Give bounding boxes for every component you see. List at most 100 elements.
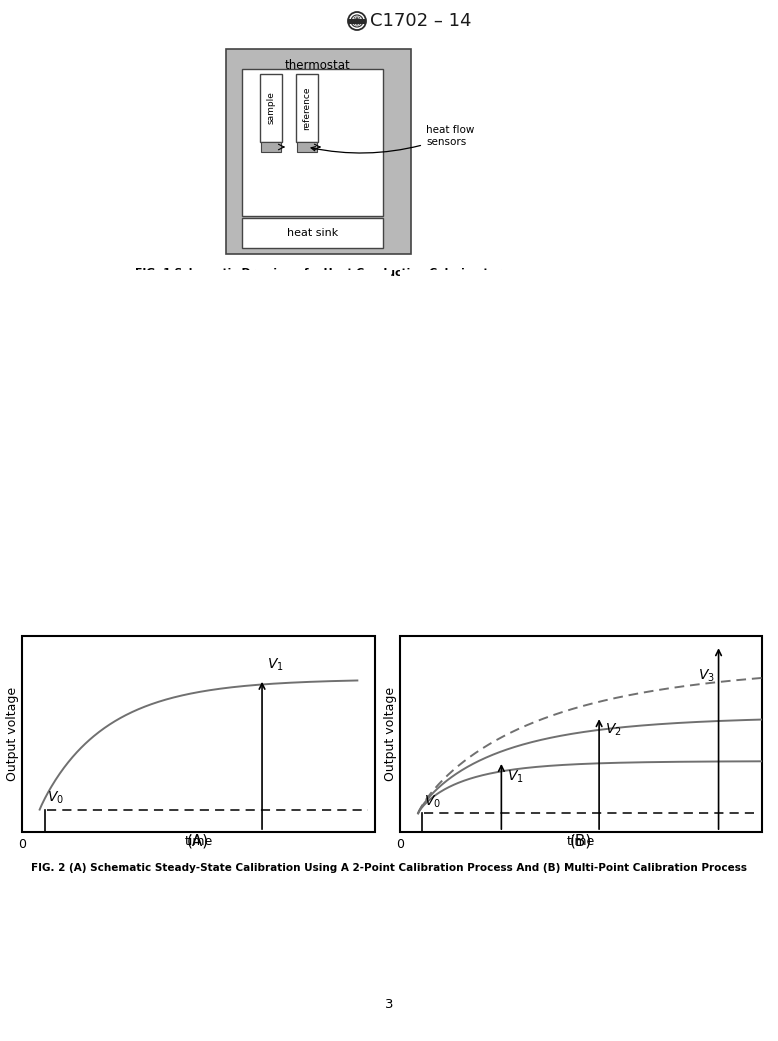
Bar [348,19,366,24]
Text: with known heat of hydration as described in: with known heat of hydration as describe… [402,400,634,409]
Text: amount of data, to have the flexibility to adjust the reading: amount of data, to have the flexibility … [38,383,340,393]
X-axis label: time: time [567,835,595,847]
Text: interval to longer times when power output from the sample is: interval to longer times when power outp… [38,395,356,405]
Text: mV) when no heat is being generated.: mV) when no heat is being generated. [402,445,596,455]
Text: brate the instrument according to the following procedure.: brate the instrument according to the fo… [402,331,699,341]
Text: –The instrument shall maintain: –The instrument shall maintain [145,275,303,285]
Text: 7. Instrument Calibration: 7. Instrument Calibration [38,481,187,490]
Text: cementitious materials may have instrument specific calibra-: cementitious materials may have instrume… [402,275,713,285]
Bar [242,218,383,248]
Y-axis label: Output voltage: Output voltage [6,687,19,781]
Text: (B): (B) [569,834,592,849]
Text: number. The practice of using a test cell and a reference cell usually results: number. The practice of using a test cel… [402,508,763,516]
Text: temperature.: temperature. [38,298,104,307]
Text: their respective measuring cells and start data collection. This: their respective measuring cells and sta… [402,422,719,432]
Text: tion procedures. Conform to these procedures if they exist. In: tion procedures. Conform to these proced… [402,286,714,297]
Text: value (drift ≤ 20 μJ/s per gram sample per hour).: value (drift ≤ 20 μJ/s per gram sample p… [402,467,650,477]
Text: Appendix X1: Appendix X1 [563,400,627,409]
Text: Alternatively use a generic: Alternatively use a generic [527,354,667,364]
Text: $V_0$: $V_0$ [47,789,64,806]
Text: step measures the baseline calorimeter output (in units of V or: step measures the baseline calorimeter o… [402,433,721,443]
Text: sition equipment shall be capable of performing continuous: sition equipment shall be capable of per… [38,350,340,359]
Text: $V_1$: $V_1$ [268,657,284,674]
Text: illustrated schematically in Fig. 2 Alternatively use a generic: illustrated schematically in Fig. 2 Alte… [402,354,709,364]
Text: temperature.: temperature. [38,298,104,307]
Text: , and calculations in: , and calculations in [552,309,654,319]
Text: logging of the calorimeter output measurement at a minimum: logging of the calorimeter output measur… [38,361,354,371]
Text: 7.1.1.1 Measure this baseline when it reaches a constant: 7.1.1.1 Measure this baseline when it re… [402,456,702,465]
Text: .: . [602,400,606,409]
Text: use a generic calibration procedure for a cementitious material: use a generic calibration procedure for … [402,388,723,398]
Text: time interval of 10 s. It is useful, for purposes of reducing: time interval of 10 s. It is useful, for… [38,373,330,382]
Text: with an accuracy of 1 %, or comparable capabilities to condi-: with an accuracy of 1 %, or comparable c… [38,440,348,450]
Bar [296,74,318,142]
Text: NOTE 4—V₀ may not be zero voltage, but may be a positive or negative: NOTE 4—V₀ may not be zero voltage, but m… [402,497,743,506]
Text: heat flow
sensors: heat flow sensors [311,125,475,153]
Text: 7.1.1 Mount the resistance heater and the blank specimen in: 7.1.1 Mount the resistance heater and th… [402,410,721,421]
Text: 7.1: 7.1 [38,499,67,509]
Text: low. Some data acquisition equipment is designed to automati-: low. Some data acquisition equipment is … [38,406,359,416]
Text: brate the instrument according to the following procedure.: brate the instrument according to the fo… [402,331,699,341]
Bar [260,74,282,142]
Text: . Alternatively,: . Alternatively, [563,377,637,386]
Bar [261,142,281,152]
Text: 7.1.1.2 Record this output as V₀ for P₀ = 0 (see Note 4).: 7.1.1.2 Record this output as V₀ for P₀ … [402,479,694,488]
Text: 6.2.3: 6.2.3 [38,275,77,285]
Text: 7.1.2.1: 7.1.2.1 [481,309,516,319]
Text: , and: , and [506,309,534,319]
Text: cally adjust reading intervals in response to power output. The: cally adjust reading intervals in respon… [38,417,356,428]
Text: step measures the baseline calorimeter output (in units of V or: step measures the baseline calorimeter o… [402,433,721,443]
Text: 7.1 Instrument Calibration–Commercially manufactured: 7.1 Instrument Calibration–Commercially … [38,499,330,509]
Text: instruments designed for measuring heat of hydration of: instruments designed for measuring heat … [38,510,326,520]
Text: sition equipment shall be capable of performing continuous: sition equipment shall be capable of per… [38,350,340,359]
Text: the temperature of the sample to within 1 K of the thermostated: the temperature of the sample to within … [38,286,366,297]
Text: mV) when no heat is being generated.: mV) when no heat is being generated. [402,445,596,455]
Text: Data Acquisition Equipment: Data Acquisition Equipment [63,315,205,326]
Text: 6.3 Data Acquisition Equipment–Data acquisition equip-: 6.3 Data Acquisition Equipment–Data acqu… [38,315,331,326]
Text: with an accuracy of 1 %, or comparable capabilities to condi-: with an accuracy of 1 %, or comparable c… [38,440,348,450]
Text: Instrument Calibration: Instrument Calibration [63,499,177,509]
Text: $V_1$: $V_1$ [506,768,524,785]
Bar [226,49,411,254]
Text: 0: 0 [396,838,405,850]
Bar [400,636,762,832]
Text: $V_2$: $V_2$ [605,721,622,738]
Text: the temperature of the sample to within 1 K of the thermostated: the temperature of the sample to within … [38,286,366,297]
Text: 7.1.1.2 Record this output as V₀ for P₀ = 0 (see: 7.1.1.2 Record this output as V₀ for P₀ … [402,479,653,488]
Text: low. Some data acquisition equipment is designed to automati-: low. Some data acquisition equipment is … [38,406,359,416]
Text: cally adjust reading intervals in response to power output. The: cally adjust reading intervals in respon… [38,417,356,428]
Text: Calibration shall be at least a two-point process. This is: Calibration shall be at least a two-poin… [402,342,684,353]
Text: logging of the calorimeter output measurement at a minimum: logging of the calorimeter output measur… [38,361,354,371]
Text: sample: sample [267,92,275,125]
Text: addition, the instrument shall be capable of providing data: addition, the instrument shall be capabl… [402,298,701,307]
Text: time interval of 10 s. It is useful, for purposes of reducing: time interval of 10 s. It is useful, for… [38,373,330,382]
Text: heat of hydration as described in Appendix X1. Alternatively,: heat of hydration as described in Append… [402,377,711,386]
Y-axis label: Output voltage: Output voltage [384,687,398,781]
Text: heat sink: heat sink [287,228,338,238]
Text: 7.1.1 Mount the resistance heater and the blank specimen in: 7.1.1 Mount the resistance heater and th… [402,410,721,421]
Text: with known heat of hydration as described in Appendix X1.: with known heat of hydration as describe… [402,400,701,409]
Text: 0: 0 [18,838,26,850]
Bar [36,270,391,540]
Text: amplifiers.: amplifiers. [38,462,92,473]
Text: 7.1.1.1: 7.1.1.1 [449,309,484,319]
Text: ,: , [474,309,480,319]
Text: addition, the instrument shall be capable of providing data: addition, the instrument shall be capabl… [402,298,701,307]
Text: ment may be built into the calorimeter instrument package, or: ment may be built into the calorimeter i… [38,327,356,337]
Text: tion the power output into the same quality as integrated signal: tion the power output into the same qual… [38,452,364,461]
Text: 7.1.4. If there are no instrument calibration procedures, cali-: 7.1.4. If there are no instrument calibr… [402,321,709,330]
Text: tion the power output into the same quality as integrated signal: tion the power output into the same qual… [38,452,364,461]
Text: their respective measuring cells and start data collection. This: their respective measuring cells and sta… [402,422,719,432]
Text: value (drift ≤ 20 μJ/s per gram sample per hour).: value (drift ≤ 20 μJ/s per gram sample p… [402,467,650,477]
Text: use a generic calibration procedure for a cementitious material: use a generic calibration procedure for … [402,388,723,398]
Text: ).: ). [610,479,617,488]
Text: –Data acquisition equip-: –Data acquisition equip- [156,315,279,326]
Text: ment may be built into the calorimeter instrument package, or: ment may be built into the calorimeter i… [38,327,356,337]
Text: Calibration shall be at least a two-point process. This is: Calibration shall be at least a two-poin… [402,342,684,353]
Bar [297,142,317,152]
Text: amplifiers.: amplifiers. [38,462,92,473]
Text: FIG. 1 Schematic Drawing of a Heat Conduction Calorimeter: FIG. 1 Schematic Drawing of a Heat Condu… [135,268,501,278]
Text: Fig. 2: Fig. 2 [506,354,533,364]
Text: Isothermal Conditions: Isothermal Conditions [70,275,181,285]
Text: calibration procedure for a cementitious material with known: calibration procedure for a cementitious… [402,365,712,376]
